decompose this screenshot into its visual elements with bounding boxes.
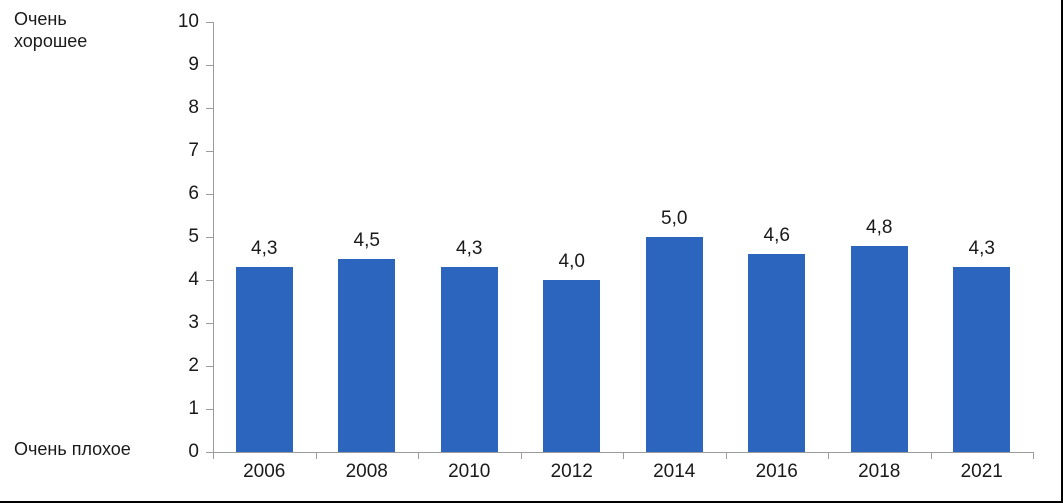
bar: [748, 254, 806, 452]
bar-value-label: 4,3: [251, 238, 278, 260]
x-category-label: 2008: [345, 461, 388, 482]
bar-value-label: 5,0: [661, 208, 688, 229]
y-axis-tick: [206, 452, 213, 453]
y-axis-tick-label: 8: [188, 97, 199, 118]
bar-value-label: 4,8: [866, 216, 893, 238]
y-axis-tick: [206, 409, 213, 410]
y-axis-tick: [206, 194, 213, 195]
y-axis-tick-label: 1: [188, 398, 199, 419]
y-axis-tick-label: 9: [188, 54, 199, 75]
y-axis-tick-label: 6: [188, 183, 199, 204]
x-axis-tick: [623, 452, 624, 459]
x-axis-tick: [1033, 452, 1034, 459]
bar: [440, 267, 498, 452]
y-axis-tick: [206, 280, 213, 281]
bar-value-label: 4,6: [763, 225, 790, 247]
y-axis-tick: [206, 22, 213, 23]
y-axis-tick: [206, 366, 213, 367]
y-axis-tick-label: 10: [177, 11, 199, 32]
y-axis-min-label: Очень плохое: [14, 439, 131, 459]
x-category-label: 2014: [653, 461, 696, 482]
y-axis-tick: [206, 151, 213, 152]
bar: [543, 280, 601, 452]
bar-value-label: 4,3: [456, 238, 483, 260]
y-axis-tick-label: 5: [188, 226, 199, 247]
y-axis-tick-label: 4: [188, 269, 199, 290]
x-axis-tick: [828, 452, 829, 459]
x-axis-tick: [520, 452, 522, 459]
x-axis-tick: [213, 452, 214, 459]
x-category-label: 2018: [858, 461, 901, 482]
y-axis-tick-label: 7: [188, 140, 199, 161]
bar-value-label: 4,0: [558, 251, 585, 272]
x-category-label: 2016: [755, 461, 798, 482]
x-axis-tick: [315, 452, 317, 459]
y-axis-tick: [206, 108, 213, 109]
y-axis-tick: [206, 237, 213, 238]
x-axis-tick: [930, 452, 932, 459]
x-category-label: 2010: [448, 461, 491, 482]
x-category-label: 2006: [243, 461, 286, 482]
x-axis-tick: [418, 452, 419, 459]
y-axis-tick: [206, 65, 213, 66]
bar-value-label: 4,5: [353, 229, 380, 251]
y-axis-tick-label: 3: [188, 312, 199, 333]
bar-value-label: 4,3: [968, 238, 995, 260]
y-axis-line: [213, 22, 214, 452]
y-axis-tick: [206, 323, 213, 324]
bar: [235, 267, 293, 452]
bar: [953, 267, 1011, 452]
y-axis-tick-label: 0: [188, 441, 199, 462]
bar: [645, 237, 703, 452]
x-category-label: 2012: [550, 461, 593, 482]
bar: [338, 258, 396, 452]
y-axis-max-label: Очень хорошее: [14, 9, 88, 51]
x-category-label: 2021: [960, 461, 1003, 482]
x-axis-tick: [725, 452, 727, 459]
y-axis-tick-label: 2: [188, 355, 199, 376]
bar: [850, 245, 908, 452]
